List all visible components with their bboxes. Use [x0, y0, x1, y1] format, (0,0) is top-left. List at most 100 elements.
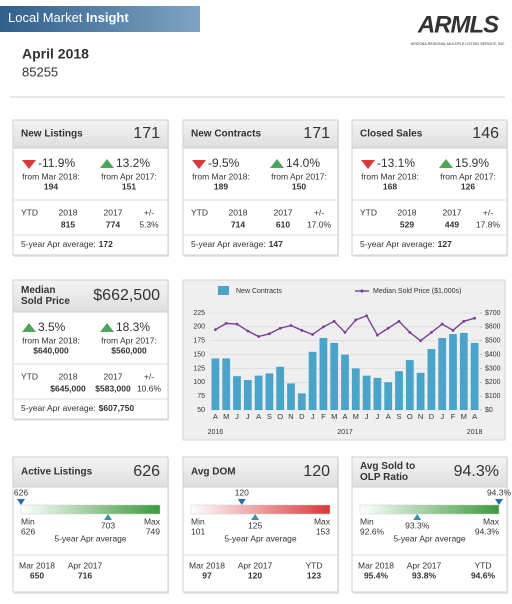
year-label: 2016: [208, 429, 224, 436]
current-label: 626: [14, 487, 28, 497]
history-label: Mar 2018: [19, 560, 55, 570]
x-tick-label: A: [256, 412, 261, 421]
card-title: Closed Sales: [360, 129, 423, 140]
x-tick-label: M: [353, 412, 359, 421]
gauge-value: 120: [303, 463, 330, 480]
arrow-down: [361, 160, 375, 169]
average-marker: [104, 514, 113, 520]
gauge-card-header: [12, 456, 169, 488]
x-tick-label: J: [235, 412, 239, 421]
y-tick-label: 175: [193, 338, 205, 345]
change-base: $560,000: [111, 345, 147, 355]
change-label: from Mar 2018:: [361, 171, 419, 181]
ytd-current: 529: [400, 219, 414, 229]
card-title: New Contracts: [191, 129, 261, 140]
stat-card-header: [351, 119, 508, 149]
arrow-up: [22, 323, 36, 332]
price-point: [343, 331, 347, 334]
year-label: 2018: [467, 429, 483, 436]
current-label: 120: [235, 487, 249, 497]
min-label: Min: [360, 516, 374, 526]
five-year-label: 5-year Apr average:: [360, 239, 435, 249]
bar: [384, 382, 393, 410]
arrow-down: [192, 160, 206, 169]
current-marker: [237, 499, 246, 505]
price-point: [473, 316, 476, 320]
five-year-value: 147: [269, 239, 283, 249]
gauge-card-header: [351, 456, 508, 488]
gauge-value: 94.3%: [454, 463, 499, 480]
change-pct: 18.3%: [116, 320, 150, 334]
ytd-year: 2018: [59, 371, 78, 381]
gauge-bar: [190, 504, 331, 515]
card-title: Avg Sold to: [360, 461, 415, 472]
ytd-previous: $583,000: [95, 383, 131, 393]
ytd-current: $645,000: [50, 383, 86, 393]
change-label: from Apr 2017:: [271, 171, 327, 181]
max-label: Max: [314, 516, 331, 526]
x-tick-label: S: [396, 412, 401, 421]
y2-tick-label: $200: [485, 379, 501, 386]
five-year-gauge-label: 5-year Apr average: [224, 533, 297, 543]
y2-tick-label: $500: [485, 338, 501, 345]
five-year-label: 5-year Apr average:: [21, 403, 96, 413]
bar: [351, 368, 360, 410]
five-year-value: 127: [438, 239, 452, 249]
y2-tick-label: $400: [485, 351, 501, 358]
history-value: 120: [248, 570, 262, 580]
price-point: [386, 326, 390, 330]
bar: [222, 358, 231, 410]
x-tick-label: N: [418, 412, 423, 421]
price-point: [451, 328, 455, 332]
average-marker: [413, 514, 422, 520]
arrow-up: [100, 323, 114, 332]
card-title: Median: [21, 285, 55, 296]
change-label: from Apr 2017:: [440, 171, 496, 181]
x-tick-label: A: [342, 412, 347, 421]
y-tick-label: 100: [193, 379, 205, 386]
ytd-year: 2018: [229, 207, 248, 217]
card-value: 171: [133, 125, 160, 142]
price-point: [311, 333, 314, 336]
history-value: 650: [30, 570, 44, 580]
bar: [438, 337, 447, 410]
five-year-average: 5-year Apr average: 172: [21, 239, 113, 249]
history-label: YTD: [475, 560, 492, 570]
x-tick-label: O: [277, 412, 283, 421]
ytd-diff: 10.6%: [137, 383, 162, 393]
price-point: [354, 318, 358, 322]
history-value: 123: [307, 570, 321, 580]
change-label: from Mar 2018:: [192, 171, 250, 181]
period: April 2018: [22, 46, 89, 62]
card-value: 171: [303, 125, 330, 142]
change-base: 126: [461, 181, 475, 191]
min-value: 101: [191, 526, 205, 536]
header-title-bold: Insight: [86, 10, 129, 25]
x-tick-label: J: [246, 412, 250, 421]
five-year-value: $607,750: [99, 403, 135, 413]
current-marker: [17, 499, 25, 505]
change-pct: 15.9%: [455, 156, 489, 170]
ytd-current: 714: [231, 219, 245, 229]
price-point: [440, 322, 444, 326]
legend-swatch: [218, 286, 229, 295]
change-pct: -13.1%: [377, 156, 415, 170]
y-tick-label: 200: [193, 324, 205, 331]
bar: [395, 371, 403, 410]
card-value: 146: [472, 125, 499, 142]
ytd-year: 2017: [443, 207, 462, 217]
y-tick-label: 125: [193, 365, 205, 372]
max-value: 94.3%: [475, 526, 500, 536]
x-tick-label: J: [376, 412, 380, 421]
current-marker: [495, 499, 503, 505]
history-value: 716: [78, 570, 92, 580]
arrow-up: [100, 159, 114, 168]
ytd-diff: 17.0%: [307, 219, 332, 229]
x-tick-label: A: [472, 412, 477, 421]
history-value: 95.4%: [364, 570, 389, 580]
bar: [470, 342, 479, 410]
y-tick-label: 150: [193, 351, 205, 358]
y-tick-label: 50: [197, 407, 205, 414]
x-tick-label: O: [407, 412, 413, 421]
x-tick-label: F: [451, 412, 456, 421]
